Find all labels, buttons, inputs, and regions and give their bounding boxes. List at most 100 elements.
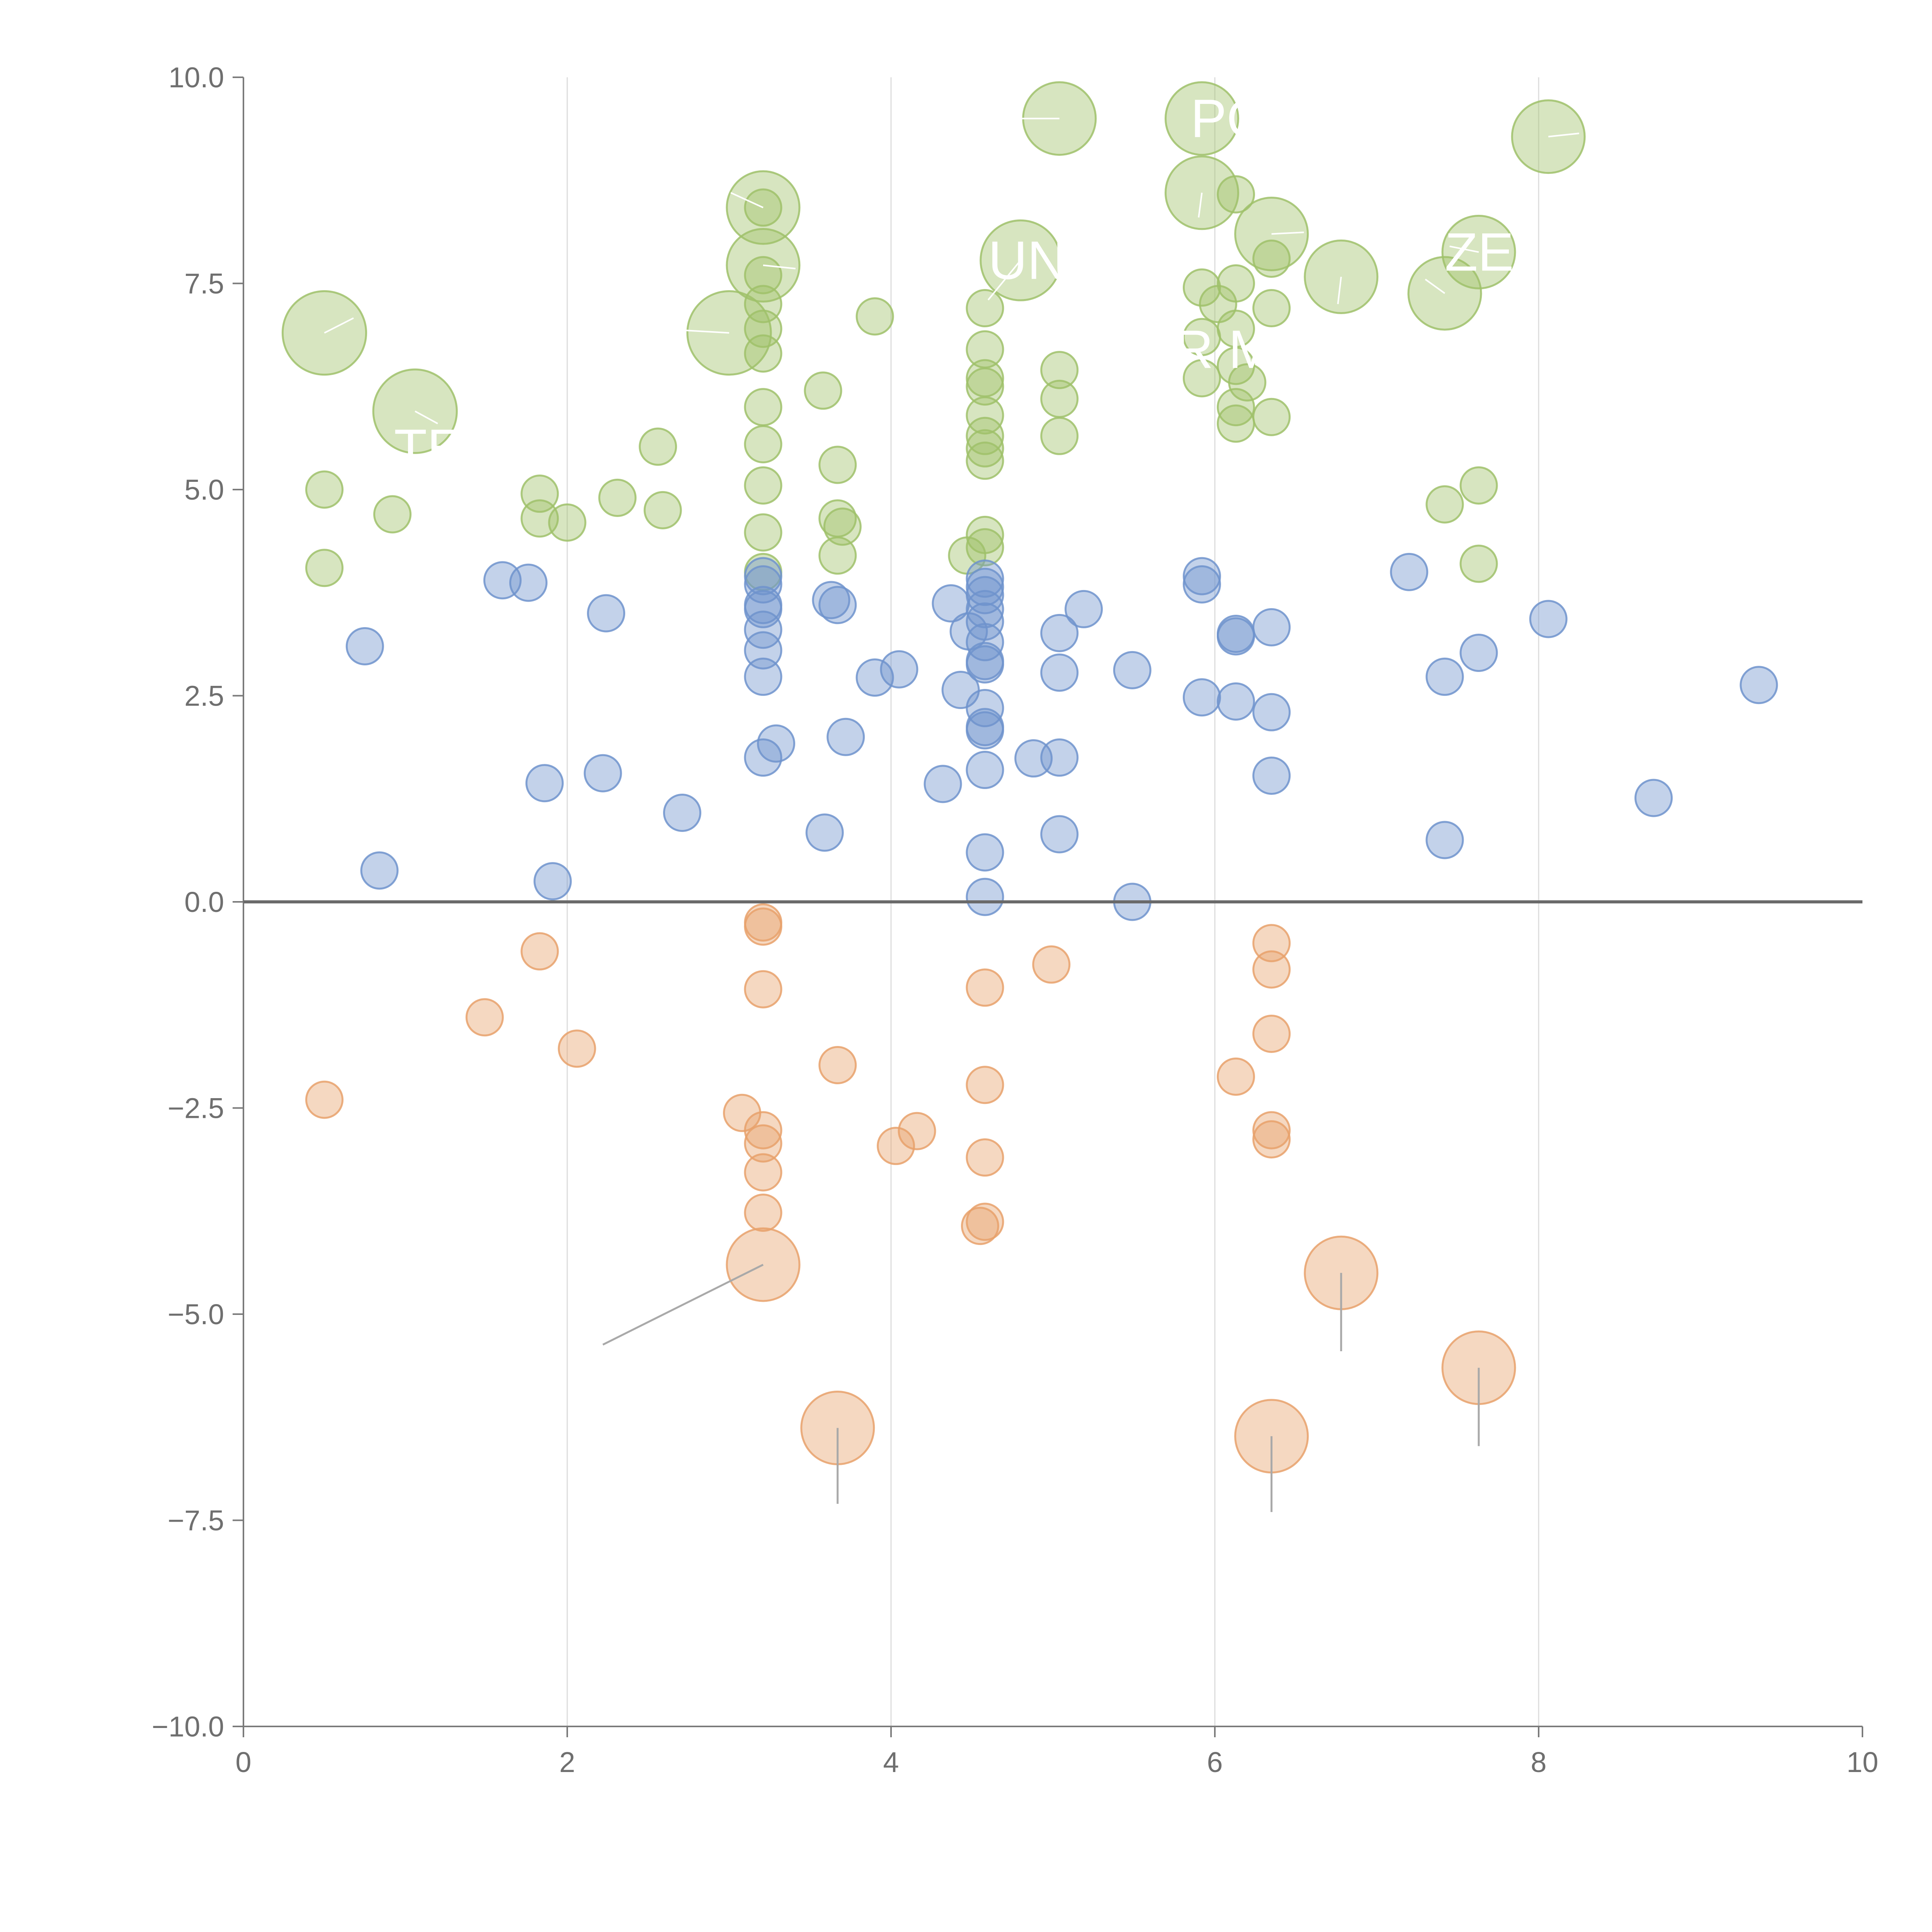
leader-line xyxy=(730,192,764,208)
orange-bubble xyxy=(966,1066,1004,1104)
orange-bubble xyxy=(1252,950,1291,989)
y-tick-label: −10.0 xyxy=(152,1711,224,1743)
blue-bubble xyxy=(1216,682,1255,721)
x-tick-label: 2 xyxy=(559,1746,575,1778)
blue-bubble xyxy=(966,602,1004,641)
green-bubble xyxy=(598,478,637,517)
blue-bubble xyxy=(744,631,782,670)
blue-bubble xyxy=(587,594,626,633)
blue-bubble xyxy=(818,586,857,624)
bubble-layer xyxy=(243,81,1862,1474)
leader-line xyxy=(415,410,438,425)
blue-bubble xyxy=(966,559,1004,598)
blue-bubble xyxy=(583,754,622,793)
orange-bubble xyxy=(465,998,504,1037)
green-bubble xyxy=(966,429,1004,468)
orange-bubble xyxy=(744,1153,782,1192)
green-bubble xyxy=(818,446,857,484)
blue-bubble xyxy=(1634,779,1673,817)
green-bubble xyxy=(373,495,412,534)
blue-bubble xyxy=(1425,821,1464,859)
y-tick-label: −7.5 xyxy=(168,1505,224,1537)
leader-line xyxy=(1449,245,1479,253)
orange-bubble xyxy=(305,1080,344,1119)
green-bubble xyxy=(818,536,857,575)
orange-bubble xyxy=(966,968,1004,1007)
leader-line xyxy=(658,328,730,334)
orange-bubble xyxy=(966,1138,1004,1177)
green-bubble xyxy=(1252,239,1291,278)
bubble-annotation-label: ZE xyxy=(1445,221,1514,282)
blue-bubble xyxy=(880,650,918,689)
blue-bubble xyxy=(1040,653,1079,692)
y-tick-label: −2.5 xyxy=(168,1092,224,1124)
blue-bubble xyxy=(966,751,1004,789)
blue-bubble xyxy=(805,813,844,852)
blue-bubble xyxy=(812,581,850,619)
green-bubble xyxy=(1511,99,1586,174)
blue-bubble xyxy=(966,568,1004,606)
orange-bubble xyxy=(818,1046,857,1085)
blue-bubble xyxy=(1065,590,1103,628)
leader-layer xyxy=(324,117,1579,1512)
green-bubble xyxy=(1252,289,1291,328)
orange-bubble xyxy=(558,1029,596,1068)
blue-bubble xyxy=(1252,693,1291,731)
bubble-annotation-label: PO xyxy=(1190,88,1269,149)
green-bubble xyxy=(1228,363,1267,402)
leader-line xyxy=(1425,279,1446,294)
green-bubble xyxy=(966,396,1004,435)
leader-line xyxy=(324,317,354,334)
blue-bubble xyxy=(1252,756,1291,795)
y-tick-label: −5.0 xyxy=(168,1298,224,1330)
blue-bubble xyxy=(744,590,782,628)
green-bubble xyxy=(1459,466,1498,505)
x-tick-label: 0 xyxy=(235,1746,251,1778)
leader-line xyxy=(1337,277,1342,304)
leader-line xyxy=(1198,192,1203,218)
blue-bubble xyxy=(1040,815,1079,854)
green-bubble xyxy=(1040,351,1079,389)
orange-bubble xyxy=(966,1202,1004,1241)
green-bubble xyxy=(281,290,367,376)
blue-bubble xyxy=(744,557,782,595)
blue-bubble xyxy=(966,833,1004,872)
orange-bubble xyxy=(744,1194,782,1232)
green-bubble xyxy=(686,290,772,376)
y-tick-label: 2.5 xyxy=(184,680,224,712)
orange-bubble xyxy=(744,1124,782,1163)
leader-line xyxy=(602,1264,764,1346)
blue-bubble xyxy=(966,645,1004,684)
orange-bubble xyxy=(744,1111,782,1150)
blue-bubble xyxy=(1182,557,1221,595)
bubble-annotation-label: UN xyxy=(988,230,1066,291)
blue-bubble xyxy=(525,764,564,803)
blue-bubble xyxy=(966,576,1004,614)
blue-bubble xyxy=(923,765,962,803)
green-bubble xyxy=(305,470,344,509)
blue-bubble xyxy=(1113,651,1151,689)
green-bubble xyxy=(744,388,782,427)
green-bubble xyxy=(823,507,862,546)
orange-bubble xyxy=(1252,1120,1291,1159)
green-bubble xyxy=(548,503,587,542)
blue-bubble xyxy=(1459,634,1498,672)
x-tick-label: 8 xyxy=(1531,1746,1546,1778)
green-bubble xyxy=(1164,81,1239,156)
blue-bubble xyxy=(1216,617,1255,656)
green-bubble xyxy=(966,441,1004,480)
blue-bubble xyxy=(533,862,572,901)
label-layer: PO UN ZE R M TE xyxy=(394,88,1514,479)
orange-bubble xyxy=(961,1207,999,1245)
blue-bubble xyxy=(1390,553,1429,591)
green-bubble xyxy=(744,334,782,373)
blue-bubble xyxy=(1182,565,1221,604)
y-tick-label: 0.0 xyxy=(184,886,224,918)
orange-bubble xyxy=(1216,1057,1255,1096)
bubble-annotation-label: TE xyxy=(394,418,463,478)
y-tick-label: 5.0 xyxy=(184,474,224,506)
leader-line xyxy=(1271,231,1304,235)
blue-bubble xyxy=(1740,666,1778,704)
x-tick-label: 4 xyxy=(883,1746,899,1778)
